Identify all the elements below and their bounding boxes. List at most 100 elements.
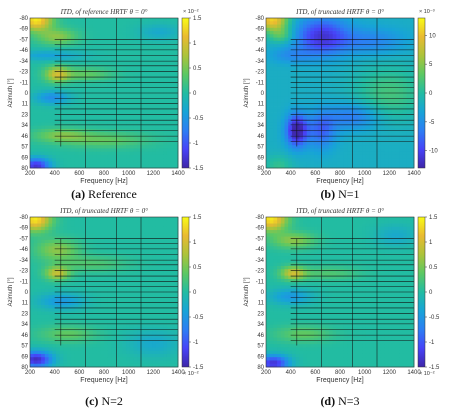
heatmap-cell — [118, 76, 123, 81]
heatmap-cell — [100, 31, 105, 35]
heatmap-cell — [384, 24, 389, 29]
heatmap-cell — [89, 282, 94, 286]
heatmap-cell — [266, 148, 271, 153]
heatmap-cell — [144, 154, 149, 159]
heatmap-cell — [85, 66, 90, 71]
heatmap-cell — [328, 102, 333, 107]
heatmap-cell — [85, 295, 90, 299]
heatmap-cell — [115, 154, 120, 159]
heatmap-cell — [70, 115, 75, 120]
heatmap-cell — [44, 292, 49, 296]
heatmap-cell — [81, 24, 86, 29]
heatmap-cell — [129, 47, 134, 52]
heatmap-cell — [118, 161, 123, 166]
heatmap-cell — [44, 119, 49, 123]
heatmap-cell — [317, 138, 322, 143]
heatmap-cell — [63, 151, 68, 156]
heatmap-cell — [351, 109, 356, 113]
heatmap-cell — [78, 93, 83, 97]
heatmap-cell — [340, 148, 345, 153]
heatmap-cell — [155, 282, 160, 286]
heatmap-cell — [133, 76, 138, 81]
heatmap-cell — [295, 93, 300, 97]
heatmap-cell — [44, 79, 49, 84]
heatmap-cell — [52, 44, 57, 48]
heatmap-cell — [44, 246, 49, 251]
heatmap-cell — [310, 125, 315, 130]
heatmap-cell — [59, 96, 64, 100]
heatmap-cell — [74, 141, 79, 146]
heatmap-cell — [96, 57, 101, 61]
heatmap-cell — [358, 76, 363, 81]
heatmap-cell — [332, 161, 337, 166]
heatmap-cell — [41, 154, 46, 159]
heatmap-cell — [33, 76, 38, 81]
heatmap-cell — [70, 34, 75, 38]
heatmap-cell — [273, 70, 278, 74]
heatmap-cell — [155, 86, 160, 91]
heatmap-cell — [107, 132, 112, 136]
heatmap-cell — [52, 226, 57, 231]
heatmap-cell — [30, 239, 35, 244]
heatmap-cell — [306, 27, 311, 32]
heatmap-cell — [100, 246, 105, 251]
heatmap-cell — [163, 226, 168, 231]
heatmap-cell — [133, 141, 138, 146]
heatmap-cell — [89, 161, 94, 166]
heatmap-cell — [328, 115, 333, 120]
heatmap-cell — [144, 158, 149, 162]
heatmap-cell — [299, 151, 304, 156]
heatmap-cell — [111, 295, 116, 299]
heatmap-cell — [107, 265, 112, 270]
heatmap-cell — [133, 265, 138, 270]
heatmap-cell — [351, 47, 356, 52]
heatmap-cell — [303, 96, 308, 100]
heatmap-cell — [37, 115, 42, 120]
heatmap-cell — [299, 44, 304, 48]
heatmap-cell — [321, 76, 326, 81]
heatmap-cell — [347, 151, 352, 156]
heatmap-cell — [44, 115, 49, 120]
heatmap-cell — [100, 60, 105, 65]
heatmap-cell — [115, 34, 120, 38]
heatmap-cell — [126, 24, 131, 29]
heatmap-cell — [170, 44, 175, 48]
heatmap-cell — [280, 96, 285, 100]
heatmap-cell — [85, 57, 90, 61]
heatmap-cell — [55, 305, 60, 309]
heatmap-cell — [295, 18, 300, 22]
heatmap-cell — [288, 148, 293, 153]
heatmap-cell — [306, 40, 311, 45]
heatmap-cell — [266, 70, 271, 74]
heatmap-cell — [44, 99, 49, 104]
heatmap-cell — [303, 73, 308, 78]
heatmap-cell — [133, 34, 138, 38]
heatmap-cell — [70, 249, 75, 254]
heatmap-cell — [89, 288, 94, 293]
heatmap-cell — [85, 217, 90, 221]
heatmap-cell — [288, 63, 293, 68]
heatmap-cell — [159, 288, 164, 293]
heatmap-cell — [303, 34, 308, 38]
heatmap-cell — [166, 148, 171, 153]
heatmap-cell — [332, 145, 337, 149]
heatmap-cell — [380, 50, 385, 55]
heatmap-cell — [107, 89, 112, 94]
heatmap-cell — [317, 115, 322, 120]
heatmap-cell — [70, 135, 75, 140]
heatmap-cell — [380, 96, 385, 100]
heatmap-cell — [118, 246, 123, 251]
heatmap-cell — [37, 40, 42, 45]
heatmap-cell — [391, 57, 396, 61]
heatmap-cell — [354, 132, 359, 136]
heatmap-cell — [373, 102, 378, 107]
heatmap-cell — [288, 125, 293, 130]
heatmap-cell — [280, 161, 285, 166]
heatmap-cell — [273, 34, 278, 38]
heatmap-cell — [52, 70, 57, 74]
heatmap-cell — [111, 217, 116, 221]
heatmap-cell — [137, 269, 142, 273]
heatmap-cell — [152, 93, 157, 97]
heatmap-cell — [133, 301, 138, 306]
heatmap-cell — [52, 119, 57, 123]
